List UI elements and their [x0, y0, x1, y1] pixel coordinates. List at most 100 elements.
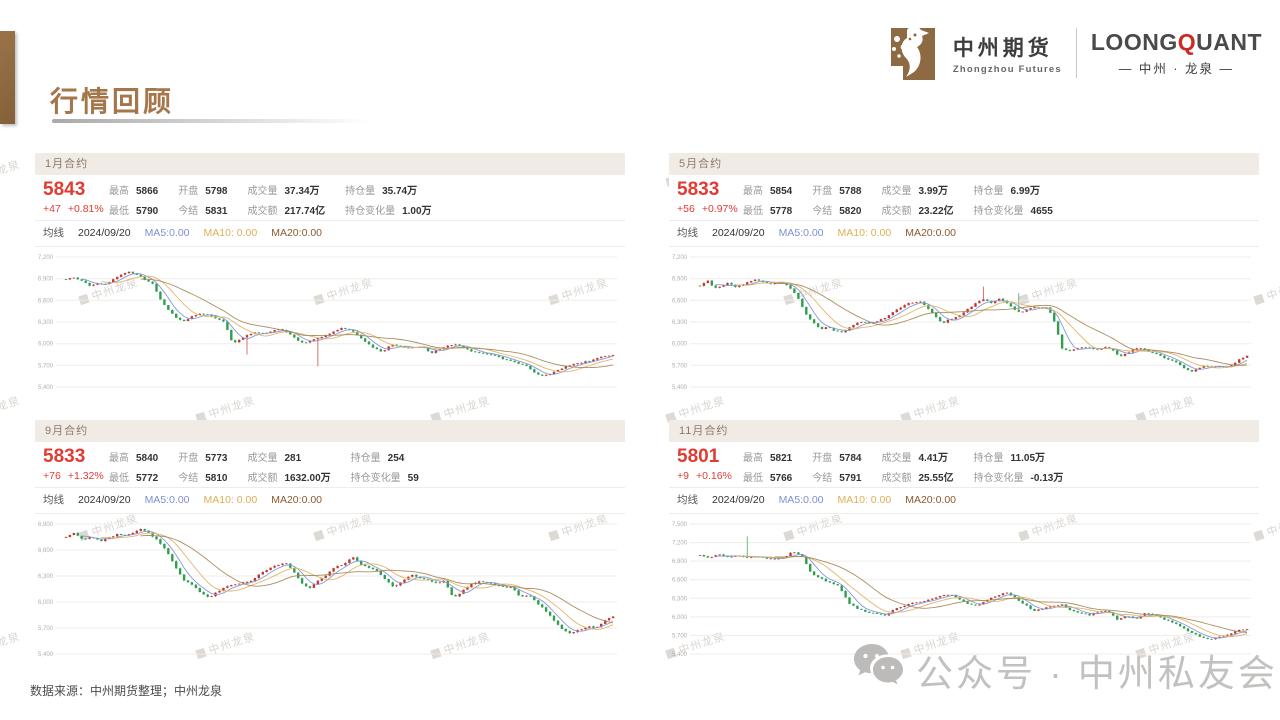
- ma20-legend: MA20:0.00: [271, 227, 323, 239]
- svg-text:7,200: 7,200: [672, 255, 688, 261]
- stat-cell: 开盘 5773: [178, 449, 227, 464]
- 11月合约-chart-svg: 7,500 7,200 6,900 6,600 6,300 6,000 5,700 5,400: [672, 522, 1251, 658]
- stat-label: 持仓量: [350, 453, 381, 464]
- svg-text:6,900: 6,900: [38, 522, 54, 528]
- last-price: 5843: [43, 179, 86, 200]
- stat-value: 5773: [205, 453, 228, 464]
- stat-value: 5840: [136, 453, 159, 464]
- stat-value: 5820: [839, 206, 862, 217]
- ma-label: 均线: [43, 227, 64, 239]
- 9月合约-chart-svg: 6,900 6,600 6,300 6,000 5,700 5,400: [38, 522, 617, 658]
- last-price: 5801: [677, 446, 720, 467]
- stat-label: 开盘: [178, 186, 199, 197]
- 5月合约-chart-svg: 7,200 6,900 6,600 6,300 6,000 5,700 5,400: [672, 255, 1251, 391]
- stat-value: 37.34万: [284, 186, 320, 197]
- svg-text:7,200: 7,200: [38, 255, 54, 261]
- panel-title: 11月合约: [679, 425, 729, 437]
- stat-label: 今结: [812, 473, 833, 484]
- stat-label: 最低: [109, 206, 129, 217]
- svg-text:6,000: 6,000: [38, 342, 54, 348]
- ma-legend-row: 均线 2024/09/20 MA5:0.00 MA10: 0.00 MA20:0.00: [669, 221, 1259, 247]
- change-percent: +0.16%: [695, 470, 732, 482]
- stat-cell: 持仓变化量 59: [351, 469, 419, 484]
- panel-header: 5月合约: [669, 153, 1259, 175]
- ma10-legend: MA10: 0.00: [203, 227, 258, 239]
- stat-cell: 开盘 5788: [812, 182, 861, 197]
- stat-value: 11.05万: [1010, 453, 1046, 464]
- stat-label: 成交额: [881, 206, 912, 217]
- ma-date: 2024/09/20: [78, 227, 131, 239]
- change-value: +76: [43, 470, 61, 482]
- stat-column: 最高 5821 最低 5766: [743, 449, 792, 484]
- stat-value: 59: [407, 473, 419, 484]
- stat-label: 持仓变化量: [973, 473, 1024, 484]
- stat-label: 持仓量: [973, 186, 1004, 197]
- stat-cell: 最高 5821: [743, 449, 792, 464]
- last-price: 5833: [43, 446, 86, 467]
- stat-column: 成交量 4.41万 成交额 25.55亿: [882, 449, 954, 484]
- product-subtitle: — 中州 · 龙泉 —: [1118, 62, 1234, 76]
- ma5-legend: MA5:0.00: [778, 494, 824, 506]
- stat-value: 4.41万: [918, 453, 948, 464]
- ma10-legend: MA10: 0.00: [837, 227, 892, 239]
- watermark-tile: 中州龙泉: [0, 394, 22, 422]
- stat-column: 成交量 281 成交额 1632.00万: [248, 449, 331, 484]
- stat-column: 成交量 37.34万 成交额 217.74亿: [248, 182, 326, 217]
- stat-value: 35.74万: [382, 186, 418, 197]
- ma-date: 2024/09/20: [712, 227, 765, 239]
- last-price: 5833: [677, 179, 720, 200]
- price-change: +47 +0.81%: [43, 203, 109, 215]
- stat-label: 持仓变化量: [350, 473, 401, 484]
- stats-row: 5833 +76 +1.32% 最高 5840 最低 5772 开盘 5773 今结 5810 成…: [35, 442, 625, 488]
- leopard-logo-icon: [877, 22, 939, 84]
- stat-cell: 持仓量 11.05万: [974, 449, 1064, 464]
- stat-value: 5798: [205, 186, 228, 197]
- stat-cell: 持仓变化量 1.00万: [345, 202, 431, 217]
- svg-text:5,700: 5,700: [672, 633, 688, 639]
- stat-column: 开盘 5773 今结 5810: [178, 449, 227, 484]
- page-title: 行情回顾: [50, 86, 175, 117]
- stat-value: 5821: [770, 453, 793, 464]
- company-name-block: 中州期货 Zhongzhou Futures: [953, 32, 1062, 75]
- change-value: +9: [677, 470, 689, 482]
- svg-text:6,900: 6,900: [38, 277, 54, 283]
- stat-cell: 最高 5854: [743, 182, 792, 197]
- candlestick-chart-may: 7,200 6,900 6,600 6,300 6,000 5,700 5,400: [669, 249, 1259, 401]
- ma20-legend: MA20:0.00: [271, 494, 323, 506]
- ma-date: 2024/09/20: [712, 494, 765, 506]
- svg-text:6,300: 6,300: [672, 320, 688, 326]
- stat-label: 最高: [743, 186, 763, 197]
- product-name: LOONGQUANT: [1091, 29, 1262, 56]
- stat-cell: 开盘 5798: [178, 182, 227, 197]
- contract-panel-nov: 11月合约 5801 +9 +0.16% 最高 5821 最低 5766 开盘 5784 今结…: [669, 420, 1259, 668]
- stat-cell: 持仓量 35.74万: [345, 182, 431, 197]
- svg-text:6,900: 6,900: [672, 277, 688, 283]
- ma-label: 均线: [43, 494, 64, 506]
- stat-value: 5778: [770, 206, 793, 217]
- price-block: 5843 +47 +0.81%: [43, 179, 109, 216]
- stat-label: 成交量: [881, 453, 912, 464]
- stat-label: 成交额: [247, 473, 278, 484]
- stat-cell: 成交量 281: [248, 449, 331, 464]
- stats-row: 5801 +9 +0.16% 最高 5821 最低 5766 开盘 5784 今结 5791 成交…: [669, 442, 1259, 488]
- svg-text:5,400: 5,400: [38, 385, 54, 391]
- price-block: 5833 +76 +1.32%: [43, 446, 109, 483]
- stat-column: 最高 5840 最低 5772: [109, 449, 158, 484]
- watermark-tile: 中州龙泉: [0, 158, 22, 186]
- candlestick-chart-sep: 6,900 6,600 6,300 6,000 5,700 5,400: [35, 516, 625, 668]
- stat-value: 5866: [136, 186, 159, 197]
- svg-text:6,600: 6,600: [38, 548, 54, 554]
- stat-cell: 今结 5810: [178, 469, 227, 484]
- stat-label: 持仓变化量: [973, 206, 1024, 217]
- stat-cell: 成交量 3.99万: [882, 182, 954, 197]
- svg-text:6,000: 6,000: [672, 342, 688, 348]
- stat-grid: 最高 5821 最低 5766 开盘 5784 今结 5791 成交量 4.41万 成交额 25.55…: [743, 447, 1063, 484]
- stat-grid: 最高 5840 最低 5772 开盘 5773 今结 5810 成交量 281 成交额 1632.00…: [109, 447, 419, 484]
- price-change: +9 +0.16%: [677, 470, 743, 482]
- panel-header: 9月合约: [35, 420, 625, 442]
- ma-legend-row: 均线 2024/09/20 MA5:0.00 MA10: 0.00 MA20:0.00: [35, 221, 625, 247]
- stat-value: -0.13万: [1030, 473, 1064, 484]
- svg-text:7,500: 7,500: [672, 522, 688, 528]
- stat-label: 最低: [743, 473, 763, 484]
